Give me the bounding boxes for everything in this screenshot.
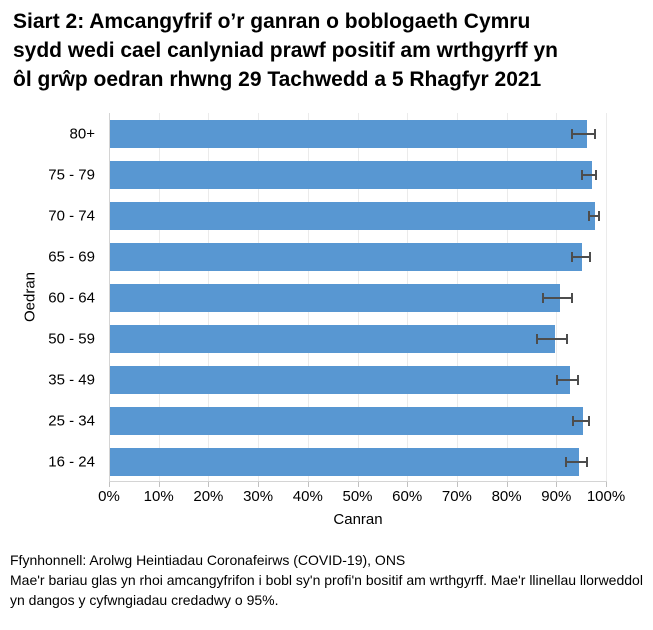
source-line: Ffynhonnell: Arolwg Heintiadau Coronafei…: [10, 552, 406, 568]
error-bar-cap-high: [594, 128, 597, 139]
x-axis-tick: [506, 482, 508, 487]
error-bar-cap-high: [565, 333, 568, 344]
y-axis-title: Oedran: [21, 271, 39, 323]
bar-65-69: [110, 242, 583, 271]
x-tick-label: 20%: [193, 488, 224, 505]
gridline: [606, 113, 607, 482]
error-bar: [588, 214, 599, 217]
error-bar-cap-low: [536, 333, 539, 344]
error-bar-cap-low: [572, 415, 575, 426]
y-axis-label: 60 - 64: [48, 289, 95, 306]
x-tick-label: 70%: [441, 488, 472, 505]
x-tick-label: 90%: [541, 488, 572, 505]
bar-50-59: [110, 324, 556, 353]
error-bar-cap-high: [595, 169, 598, 180]
error-bar-cap-low: [587, 210, 590, 221]
bar-25-34: [110, 406, 583, 435]
y-axis-label: 50 - 59: [48, 330, 95, 347]
bar-75-79: [110, 160, 593, 189]
x-tick-label: 0%: [98, 488, 120, 505]
x-tick-label: 40%: [292, 488, 323, 505]
error-bar-cap-high: [589, 251, 592, 262]
x-axis-line: [109, 481, 607, 482]
x-axis-tick: [556, 482, 558, 487]
error-bar-cap-low: [580, 169, 583, 180]
y-axis-label: 16 - 24: [48, 453, 95, 470]
error-bar: [581, 173, 597, 176]
x-axis-tick: [158, 482, 160, 487]
error-bar-cap-low: [571, 128, 574, 139]
error-bar-cap-low: [555, 374, 558, 385]
bar-16-24: [110, 447, 579, 476]
x-axis-tick: [258, 482, 260, 487]
bar-80+: [110, 119, 588, 148]
y-axis-label: 25 - 34: [48, 412, 95, 429]
error-bar: [542, 296, 572, 299]
footer: Ffynhonnell: Arolwg Heintiadau Coronafei…: [10, 550, 648, 610]
x-axis-tick: [456, 482, 458, 487]
bar-60-64: [110, 283, 560, 312]
x-axis-tick: [606, 482, 607, 487]
y-axis-label: 35 - 49: [48, 371, 95, 388]
plot-area: 0% 10% 20% 30% 40% 50% 60% 70% 80% 90% 100% 80+ 75 -…: [48, 113, 625, 505]
error-bar-cap-low: [541, 292, 544, 303]
x-tick-label: 10%: [143, 488, 174, 505]
error-bar-cap-high: [588, 415, 591, 426]
error-bar: [571, 255, 591, 258]
chart-title: Siart 2: Amcangyfrif o’r ganran o boblog…: [13, 7, 641, 94]
x-axis-tick: [109, 482, 110, 487]
x-tick-label: 60%: [392, 488, 423, 505]
error-bar: [572, 132, 596, 135]
x-tick-label: 50%: [342, 488, 373, 505]
bar-35-49: [110, 365, 570, 394]
bar-70-74: [110, 201, 595, 230]
error-bar: [573, 419, 590, 422]
chart-title-line-2: sydd wedi cael canlyniad prawf positif a…: [13, 39, 558, 62]
error-bar: [556, 378, 578, 381]
x-axis-title: Canran: [333, 511, 383, 528]
x-tick-label: 100%: [586, 488, 626, 505]
y-axis-label: 65 - 69: [48, 248, 95, 265]
x-tick-label: 80%: [491, 488, 522, 505]
error-bar-cap-high: [576, 374, 579, 385]
x-axis-tick: [407, 482, 409, 487]
error-bar: [565, 460, 587, 463]
note-line: Mae'r bariau glas yn rhoi amcangyfrifon …: [10, 572, 643, 608]
error-bar-cap-low: [570, 251, 573, 262]
error-bar: [537, 337, 567, 340]
error-bar-cap-high: [585, 456, 588, 467]
y-axis-label: 75 - 79: [48, 166, 95, 183]
y-axis-label: 80+: [69, 125, 95, 142]
error-bar-cap-low: [564, 456, 567, 467]
x-axis-tick: [208, 482, 210, 487]
x-axis-tick: [307, 482, 309, 487]
error-bar-cap-high: [570, 292, 573, 303]
error-bar-cap-high: [597, 210, 600, 221]
y-axis-line: [109, 113, 110, 482]
x-tick-label: 30%: [243, 488, 274, 505]
y-axis-label: 70 - 74: [48, 207, 95, 224]
chart-title-line-3: ôl grŵp oedran rhwng 29 Tachwedd a 5 Rha…: [13, 68, 542, 91]
chart-title-line-1: Siart 2: Amcangyfrif o’r ganran o boblog…: [13, 10, 531, 33]
x-axis-tick: [357, 482, 359, 487]
